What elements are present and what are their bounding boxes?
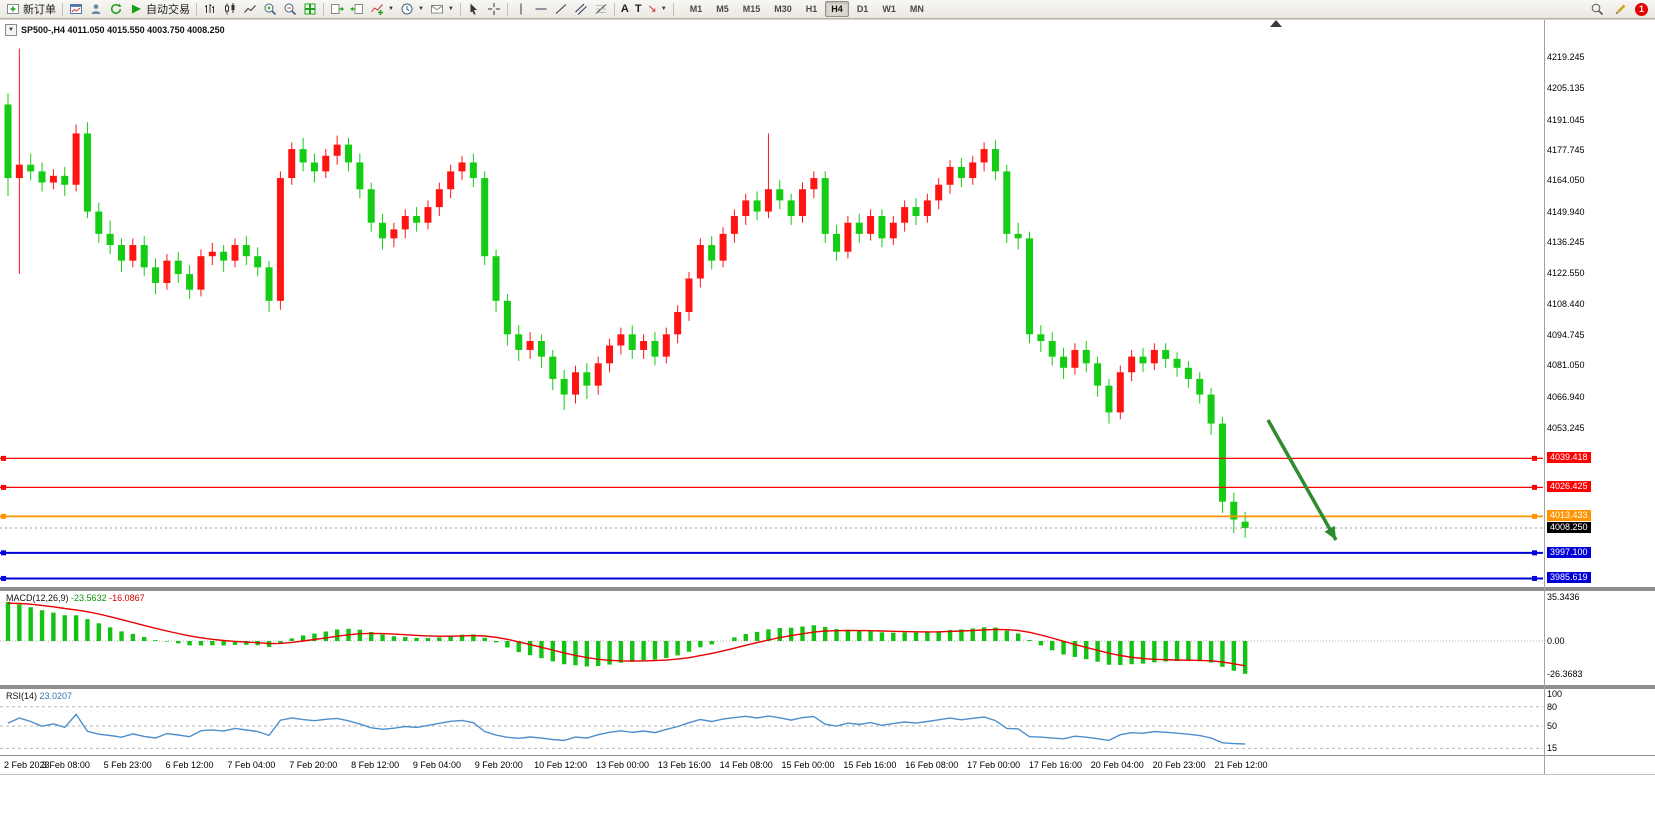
rsi-name: RSI(14) xyxy=(6,691,38,701)
zoom-in-button[interactable] xyxy=(260,1,280,18)
edit-button[interactable] xyxy=(1611,1,1631,18)
crosshair-icon xyxy=(487,3,500,15)
chart-title-text: SP500-,H4 4011.050 4015.550 4003.750 400… xyxy=(21,25,225,35)
macd-name: MACD(12,26,9) xyxy=(6,593,69,603)
new-chart-button[interactable] xyxy=(66,1,86,18)
dropdown-caret-icon: ▼ xyxy=(388,6,394,12)
cursor-tool-button[interactable] xyxy=(464,1,484,18)
toolbar-separator xyxy=(672,2,674,16)
label-tool-label: T xyxy=(634,3,642,15)
crosshair-tool-button[interactable] xyxy=(484,1,504,18)
bar-chart-icon xyxy=(205,4,214,13)
pencil-icon xyxy=(1616,4,1626,14)
periods-button[interactable]: ▼ xyxy=(397,1,427,18)
tile-windows-button[interactable] xyxy=(300,1,320,18)
search-icon xyxy=(1591,3,1604,16)
new-order-icon xyxy=(7,4,19,14)
arrows-tool-button[interactable]: ↘ ▼ xyxy=(645,1,670,18)
tile-windows-icon xyxy=(304,3,316,15)
trendline-icon xyxy=(555,4,567,14)
toolbar-separator xyxy=(459,2,461,16)
toolbar-separator xyxy=(613,2,615,16)
fibonacci-icon xyxy=(595,4,607,14)
search-button[interactable] xyxy=(1587,1,1607,18)
chart-shift-icon xyxy=(350,4,363,14)
play-icon xyxy=(132,4,141,14)
dropdown-caret-icon: ▼ xyxy=(417,6,424,12)
candlestick-icon xyxy=(225,3,235,15)
refresh-icon xyxy=(110,3,122,15)
toolbar-separator xyxy=(196,2,197,16)
timeframe-m1-button[interactable]: M1 xyxy=(689,4,703,14)
vertical-line-icon xyxy=(520,3,522,15)
text-tool-label: A xyxy=(620,3,629,15)
templates-button[interactable]: ▼ xyxy=(427,1,457,18)
timeframe-w1-button[interactable]: W1 xyxy=(882,4,896,14)
macd-value-signal: -16.0867 xyxy=(109,593,145,603)
arrow-symbol-icon: ↘ xyxy=(647,3,657,15)
horizontal-line-icon xyxy=(535,8,547,10)
timeframe-h1-button[interactable]: H1 xyxy=(805,4,818,14)
rsi-value: 23.0207 xyxy=(39,691,73,701)
text-tool-button[interactable]: A xyxy=(618,1,632,18)
zoom-in-icon xyxy=(264,3,277,16)
rsi-label: RSI(14) 23.0207 xyxy=(6,691,72,701)
channel-icon xyxy=(575,3,587,15)
toolbar-separator xyxy=(62,2,63,16)
chart-shift-button[interactable] xyxy=(347,1,367,18)
profiles-button[interactable] xyxy=(86,1,106,18)
candlestick-mode-button[interactable] xyxy=(220,1,240,18)
toolbar-right-cluster: 1 xyxy=(1587,1,1652,18)
profile-icon xyxy=(91,4,101,14)
timeframe-m5-button[interactable]: M5 xyxy=(716,4,729,14)
toolbar-separator xyxy=(323,2,324,16)
dropdown-caret-icon: ▼ xyxy=(660,6,667,12)
timeframe-mn-button[interactable]: MN xyxy=(909,4,924,14)
toolbar: 新订单 自动交易 ▼ ▼ xyxy=(0,0,1655,19)
text-label-tool-button[interactable]: T xyxy=(632,1,645,18)
bar-chart-mode-button[interactable] xyxy=(200,1,220,18)
zoom-out-button[interactable] xyxy=(280,1,300,18)
indicators-icon xyxy=(371,4,383,15)
line-chart-mode-button[interactable] xyxy=(240,1,260,18)
autotrading-button[interactable]: 自动交易 xyxy=(126,1,193,18)
timeframe-m30-button[interactable]: M30 xyxy=(774,4,792,14)
vertical-line-tool-button[interactable] xyxy=(511,1,531,18)
zoom-out-icon xyxy=(284,3,297,16)
chart-title-bar: ▼ SP500-,H4 4011.050 4015.550 4003.750 4… xyxy=(5,24,225,36)
timeframe-m15-button[interactable]: M15 xyxy=(742,4,761,14)
new-chart-icon xyxy=(70,4,82,14)
line-chart-icon xyxy=(244,5,256,13)
notification-badge[interactable]: 1 xyxy=(1635,2,1648,16)
horizontal-line-tool-button[interactable] xyxy=(531,1,551,18)
refresh-button[interactable] xyxy=(106,1,126,18)
timeframe-group: M1 M5 M15 M30 H1 H4 D1 W1 MN xyxy=(683,1,931,17)
trendline-tool-button[interactable] xyxy=(551,1,571,18)
new-order-button[interactable]: 新订单 xyxy=(3,1,59,18)
autotrading-label: 自动交易 xyxy=(146,4,190,16)
channel-tool-button[interactable] xyxy=(571,1,591,18)
new-order-label: 新订单 xyxy=(23,4,56,16)
macd-value-main: -23.5632 xyxy=(71,593,107,603)
clock-icon xyxy=(401,3,413,15)
macd-label: MACD(12,26,9) -23.5632 -16.0867 xyxy=(6,593,145,603)
cursor-icon xyxy=(470,3,477,15)
auto-scroll-icon xyxy=(331,4,344,14)
indicators-button[interactable]: ▼ xyxy=(367,1,397,18)
auto-scroll-button[interactable] xyxy=(327,1,347,18)
dropdown-caret-icon: ▼ xyxy=(447,6,454,12)
fibonacci-tool-button[interactable] xyxy=(591,1,611,18)
one-click-trading-toggle[interactable]: ▼ xyxy=(5,24,17,36)
timeframe-h4-button[interactable]: H4 xyxy=(825,1,849,17)
templates-icon xyxy=(430,5,443,14)
timeframe-d1-button[interactable]: D1 xyxy=(856,4,869,14)
toolbar-separator xyxy=(506,2,508,16)
